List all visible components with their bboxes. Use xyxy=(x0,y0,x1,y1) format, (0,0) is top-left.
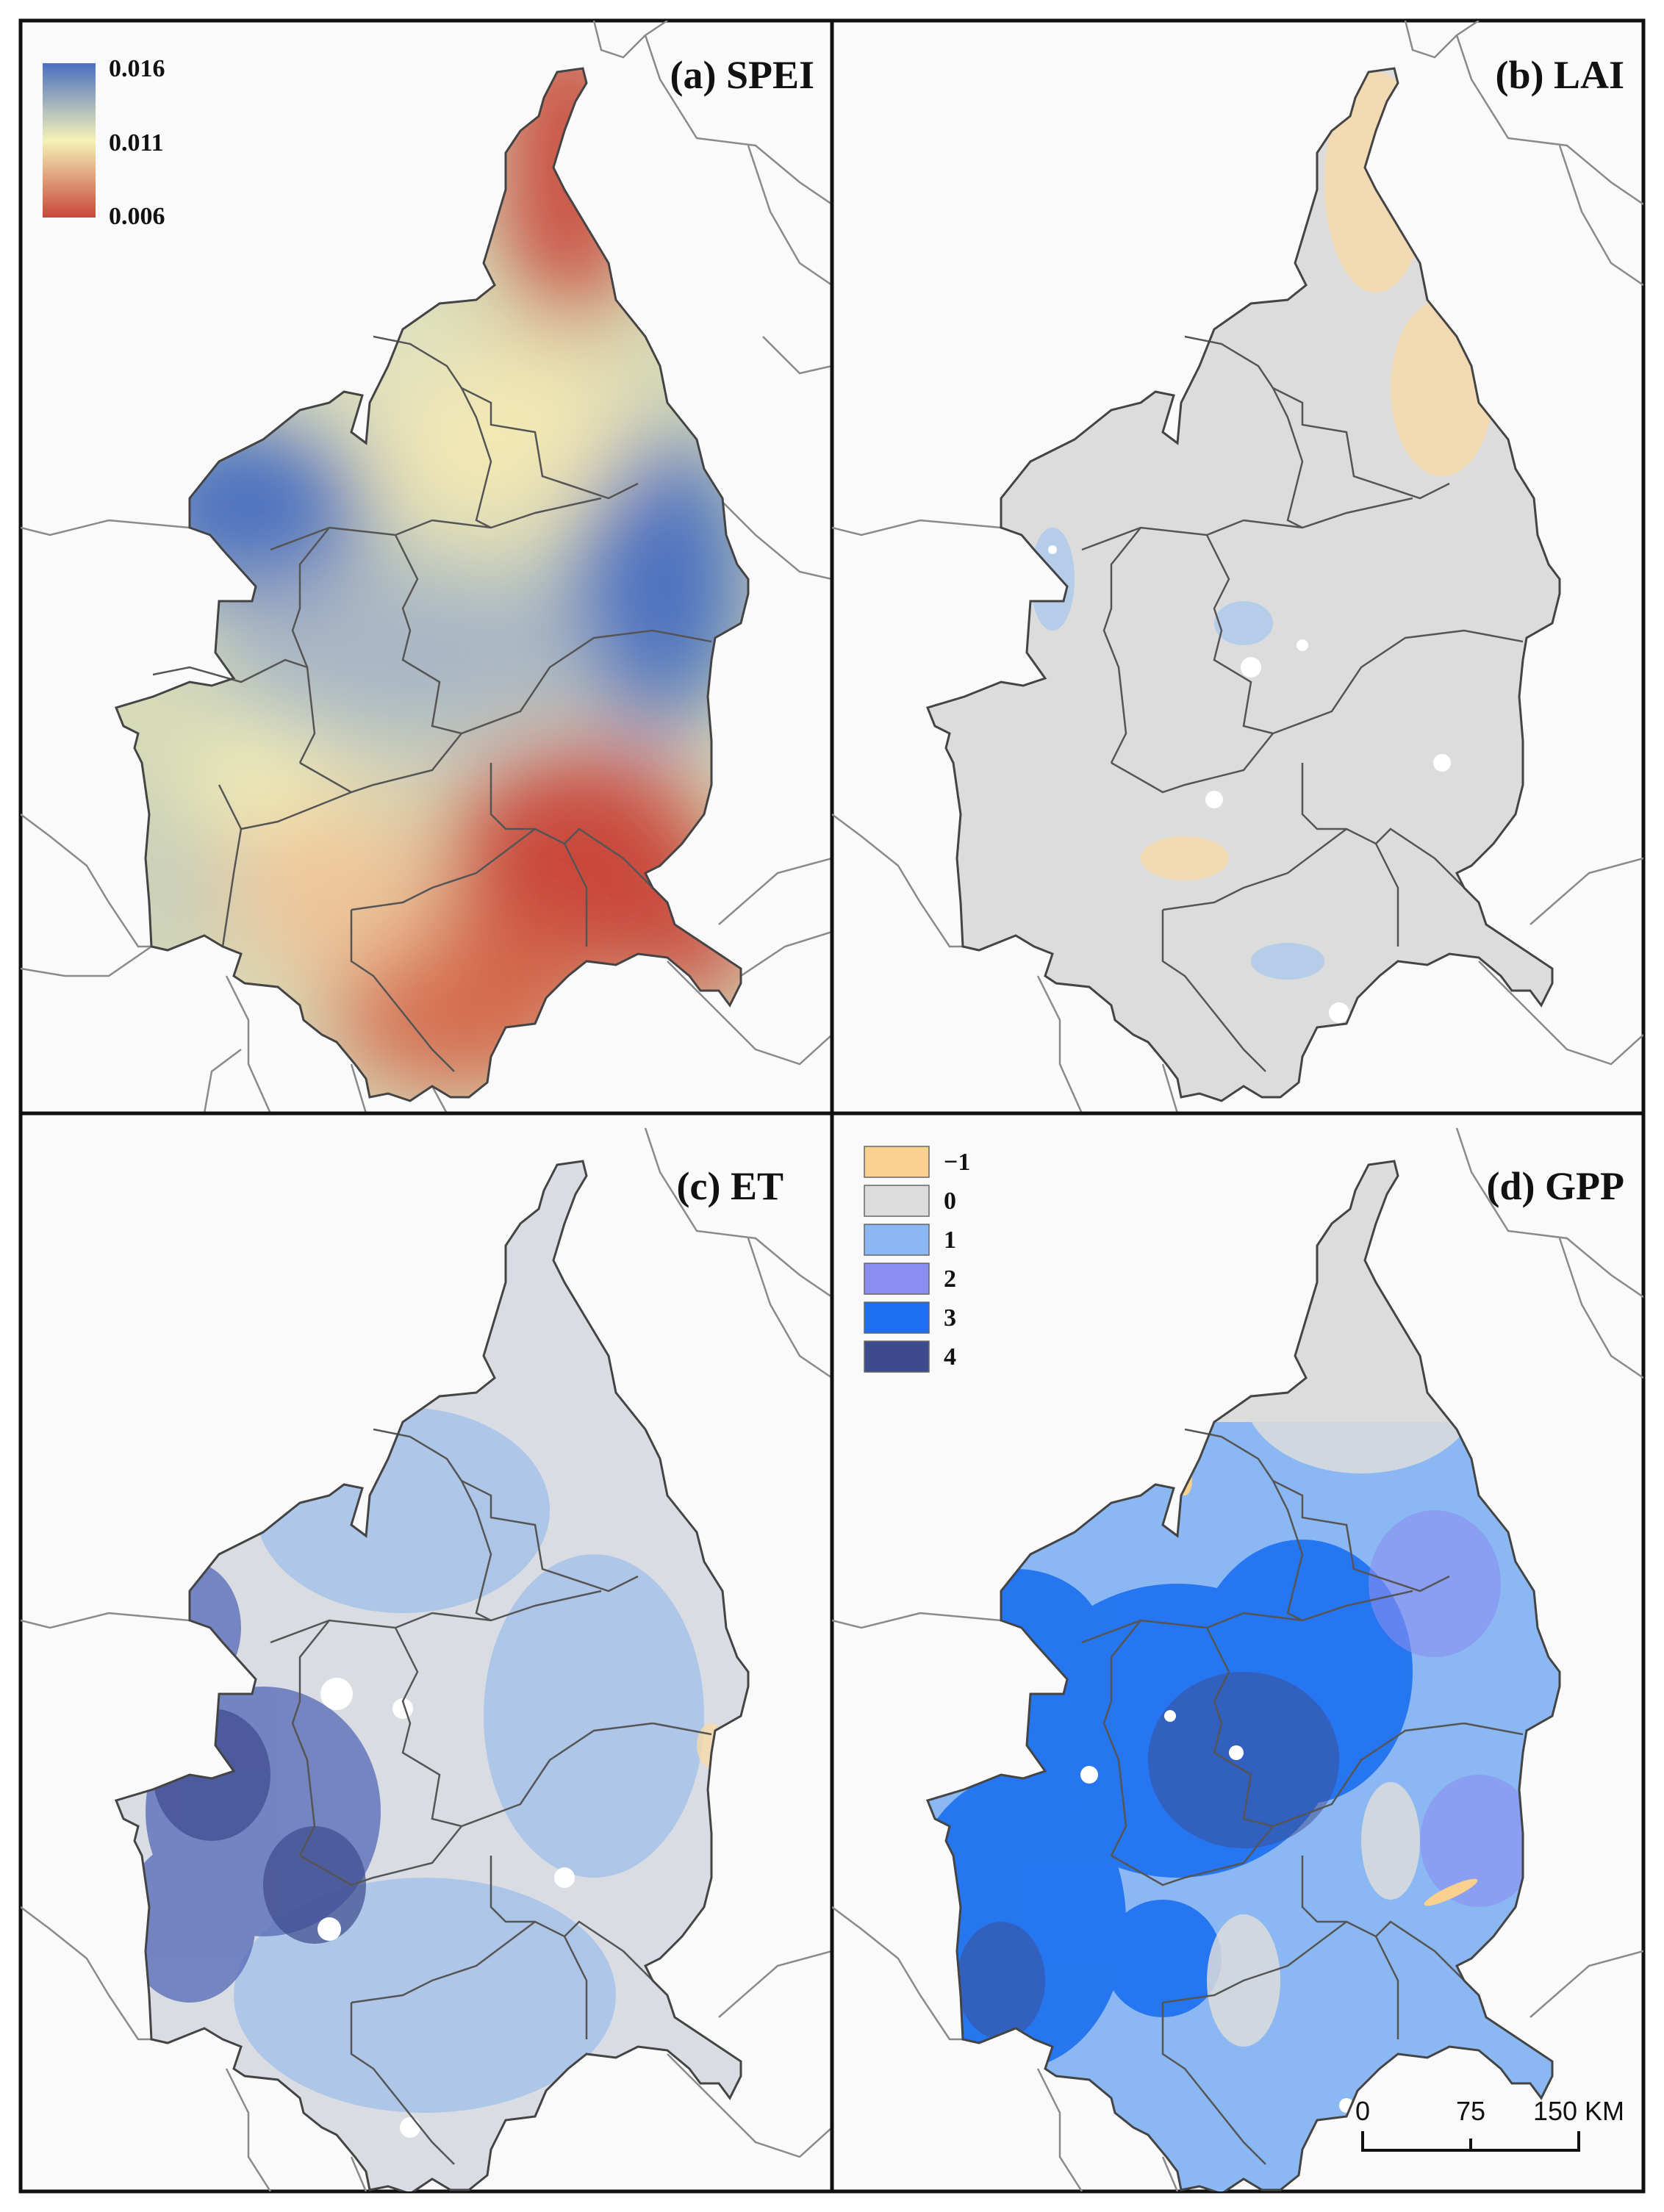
district-boundaries xyxy=(152,335,712,1072)
legend-label: −1 xyxy=(944,1149,970,1176)
panel-a: (a) SPEI 0.016 0.011 0.006 xyxy=(18,18,834,1116)
panel-title: (d) GPP xyxy=(1487,1164,1624,1208)
panel-title: (b) LAI xyxy=(1495,53,1624,97)
spei-min-label: 0.006 xyxy=(109,203,165,230)
admin-boundaries xyxy=(21,21,832,1113)
legend-swatch xyxy=(864,1185,930,1217)
legend-swatch xyxy=(864,1146,930,1178)
scale-bar-line xyxy=(1361,2131,1580,2152)
panel-title: (c) ET xyxy=(677,1164,783,1208)
scale-tick-75: 75 xyxy=(1456,2096,1485,2126)
panel-c: (c) ET xyxy=(18,1111,834,2194)
panel-d: (d) GPP −1 0 1 2 3 4 0 75 150 KM xyxy=(830,1111,1646,2194)
legend-swatch xyxy=(864,1224,930,1256)
legend-swatch xyxy=(864,1263,930,1295)
spei-colorbar xyxy=(43,63,96,218)
scale-tick-150: 150 KM xyxy=(1533,2096,1624,2126)
district-boundaries xyxy=(1081,335,1524,1072)
legend-label: 0 xyxy=(944,1188,956,1215)
legend-label: 3 xyxy=(944,1304,956,1332)
legend-swatch xyxy=(864,1301,930,1334)
admin-boundaries xyxy=(832,1127,1643,2191)
legend-label: 1 xyxy=(944,1227,956,1254)
panel-title: (a) SPEI xyxy=(670,53,814,97)
district-boundaries xyxy=(1081,1428,1524,2165)
admin-boundaries xyxy=(21,1127,832,2191)
spei-max-label: 0.016 xyxy=(109,55,165,82)
legend-label: 4 xyxy=(944,1343,956,1371)
district-boundaries xyxy=(270,1428,712,2165)
scale-tick-0: 0 xyxy=(1355,2096,1370,2126)
panel-b: (b) LAI xyxy=(830,18,1646,1116)
legend-label: 2 xyxy=(944,1265,956,1293)
class-legend: −1 0 1 2 3 4 xyxy=(864,1146,970,1373)
spei-legend: 0.016 0.011 0.006 xyxy=(43,55,165,230)
admin-boundaries xyxy=(832,21,1643,1113)
scale-bar: 0 75 150 KM xyxy=(1355,2096,1624,2152)
spei-mid-label: 0.011 xyxy=(109,129,164,157)
legend-swatch xyxy=(864,1340,930,1373)
